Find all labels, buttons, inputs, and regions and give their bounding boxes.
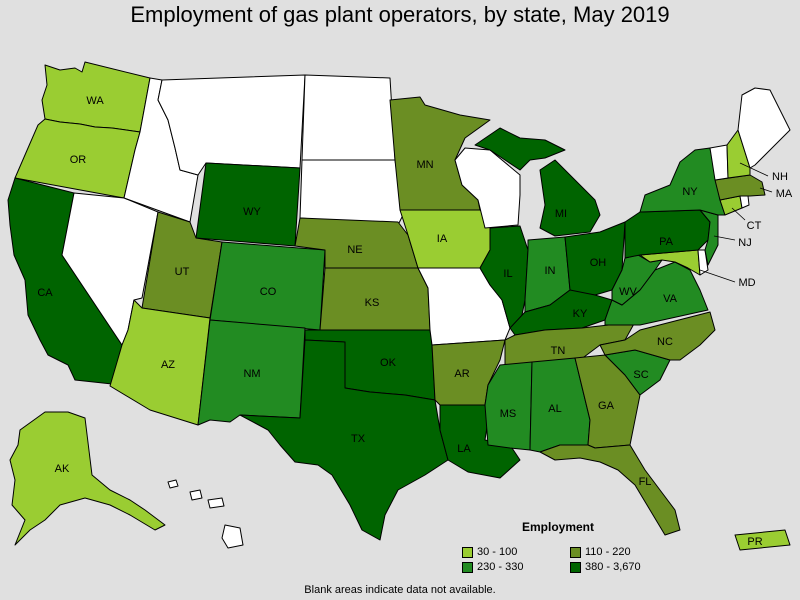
label-ar: AR (454, 368, 469, 380)
leader-nj (713, 235, 736, 241)
map-title: Employment of gas plant operators, by st… (130, 2, 670, 27)
state-de[interactable] (697, 249, 709, 276)
legend-swatch-4 (570, 562, 581, 573)
state-mt[interactable] (157, 74, 306, 176)
state-mi[interactable] (474, 127, 601, 237)
legend-swatch-2 (570, 547, 581, 558)
label-al: AL (548, 403, 561, 415)
label-il: IL (503, 268, 512, 280)
label-ak: AK (55, 463, 70, 475)
state-fl[interactable] (539, 444, 681, 536)
label-ut: UT (175, 266, 190, 278)
state-me[interactable] (737, 87, 791, 169)
state-sd[interactable] (299, 159, 404, 226)
label-la: LA (457, 443, 471, 455)
label-sc: SC (633, 369, 648, 381)
leader-ma (759, 187, 773, 193)
label-nj: NJ (738, 237, 751, 249)
label-wv: WV (619, 286, 637, 298)
label-ia: IA (437, 233, 448, 245)
label-pr: PR (747, 536, 762, 548)
legend-swatch-1 (462, 547, 473, 558)
legend: Employment 30 - 100 110 - 220 230 - 330 … (462, 520, 662, 580)
label-tn: TN (551, 345, 566, 357)
state-wi[interactable] (454, 147, 521, 229)
state-ri[interactable] (739, 195, 750, 209)
legend-title: Employment (522, 520, 595, 534)
legend-swatch-3 (462, 562, 473, 573)
label-co: CO (260, 286, 277, 298)
label-ky: KY (573, 308, 588, 320)
label-pa: PA (659, 236, 674, 248)
label-mn: MN (416, 159, 433, 171)
label-nh: NH (772, 171, 788, 183)
label-ct: CT (747, 220, 762, 232)
legend-label-2: 110 - 220 (585, 546, 631, 558)
label-ks: KS (365, 297, 380, 309)
leader-md (699, 269, 736, 283)
label-az: AZ (161, 359, 175, 371)
label-nm: NM (243, 368, 260, 380)
state-ma[interactable] (714, 174, 766, 201)
legend-label-4: 380 - 3,670 (585, 561, 641, 573)
label-ma: MA (776, 188, 793, 200)
leader-ct (731, 207, 746, 221)
footnote: Blank areas indicate data not available. (304, 584, 496, 596)
label-md: MD (738, 277, 755, 289)
label-wy: WY (243, 206, 261, 218)
label-ga: GA (598, 400, 615, 412)
legend-label-3: 230 - 330 (477, 561, 524, 573)
label-in: IN (545, 265, 556, 277)
label-or: OR (70, 154, 87, 166)
state-ak[interactable] (9, 411, 166, 546)
legend-label-1: 30 - 100 (477, 546, 518, 558)
label-va: VA (663, 293, 678, 305)
label-ne: NE (347, 244, 362, 256)
label-wa: WA (86, 95, 104, 107)
label-tx: TX (351, 433, 366, 445)
label-ca: CA (37, 287, 53, 299)
state-nd[interactable] (301, 74, 396, 161)
label-fl: FL (639, 476, 652, 488)
label-oh: OH (590, 257, 607, 269)
label-ok: OK (380, 357, 397, 369)
state-nh[interactable] (726, 129, 751, 179)
state-nj[interactable] (699, 209, 719, 266)
state-nm[interactable] (197, 319, 306, 426)
state-hi[interactable] (167, 479, 244, 549)
label-ny: NY (682, 186, 698, 198)
leader-nh (739, 162, 769, 177)
state-tx[interactable] (239, 339, 449, 541)
label-nc: NC (657, 336, 673, 348)
state-pr[interactable] (734, 529, 791, 551)
label-ms: MS (500, 408, 517, 420)
state-nc[interactable] (599, 311, 716, 361)
state-wy[interactable] (195, 162, 301, 247)
label-mi: MI (555, 208, 567, 220)
